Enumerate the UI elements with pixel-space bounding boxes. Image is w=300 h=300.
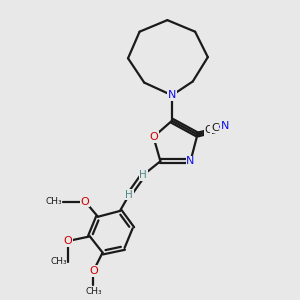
Text: H: H (139, 170, 147, 180)
Text: N: N (168, 90, 176, 100)
Text: O: O (89, 266, 98, 276)
Text: H: H (125, 190, 133, 200)
Text: CH₃: CH₃ (50, 257, 67, 266)
Text: C: C (211, 123, 219, 133)
Text: O: O (149, 132, 158, 142)
Text: CH₃: CH₃ (46, 197, 62, 206)
Text: N: N (221, 121, 230, 131)
Text: N: N (216, 124, 225, 134)
Text: O: O (81, 197, 90, 207)
Text: C: C (204, 125, 212, 136)
Text: O: O (64, 236, 72, 246)
Text: N: N (186, 156, 195, 166)
Text: CH₃: CH₃ (85, 287, 102, 296)
